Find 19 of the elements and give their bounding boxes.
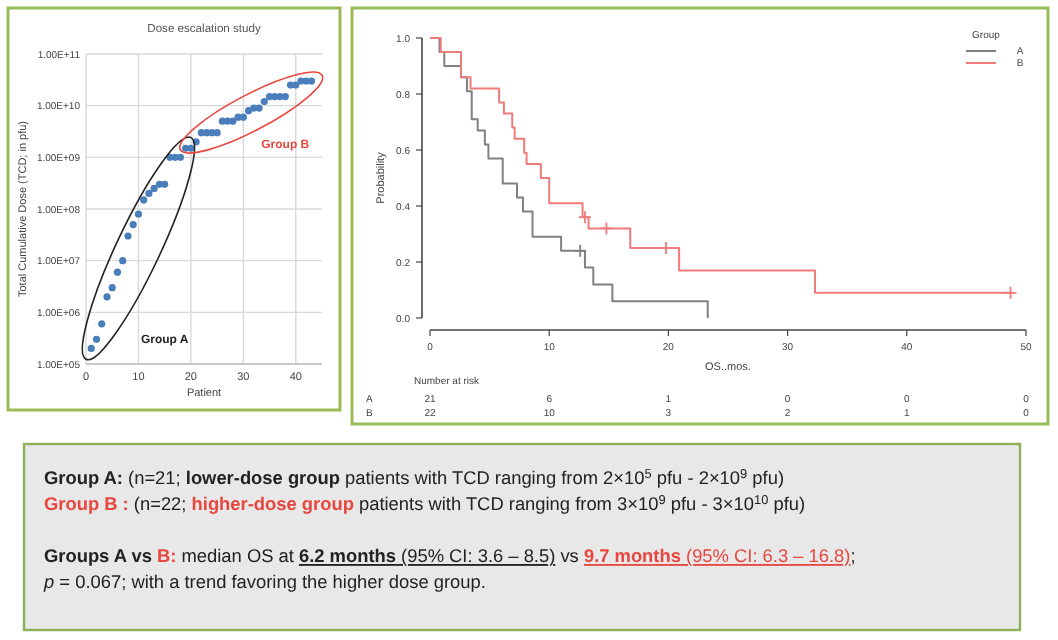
text: Groups A vs (44, 546, 157, 566)
text: median OS at (176, 546, 299, 566)
text: patients with TCD ranging from 2×10$^{5}$ pfu - 2×10$^{9}$ pfu) (339, 467, 785, 488)
text: vs (555, 546, 584, 566)
text: Group A: (44, 468, 123, 488)
text: Group B : (44, 494, 129, 514)
text: 6.2 months (298, 546, 396, 566)
text: higher-dose group (191, 494, 355, 514)
text: ; (850, 546, 856, 566)
text: (n=21; (122, 468, 186, 488)
text: B: (157, 546, 177, 566)
text: p (42, 572, 55, 592)
text: (95% CI: 3.6 – 8.5) (395, 546, 556, 566)
text: patients with TCD ranging from 3×10$^{9}$ pfu - 3×10$^{10}$ pfu) (353, 493, 806, 514)
text: (n=22; (128, 494, 192, 514)
text: = 0.067; with a trend favoring the higher dose group. (54, 572, 486, 592)
text: lower-dose group (185, 468, 341, 488)
text: (95% CI: 6.3 – 16.8) (680, 546, 851, 566)
text: 9.7 months (583, 546, 681, 566)
